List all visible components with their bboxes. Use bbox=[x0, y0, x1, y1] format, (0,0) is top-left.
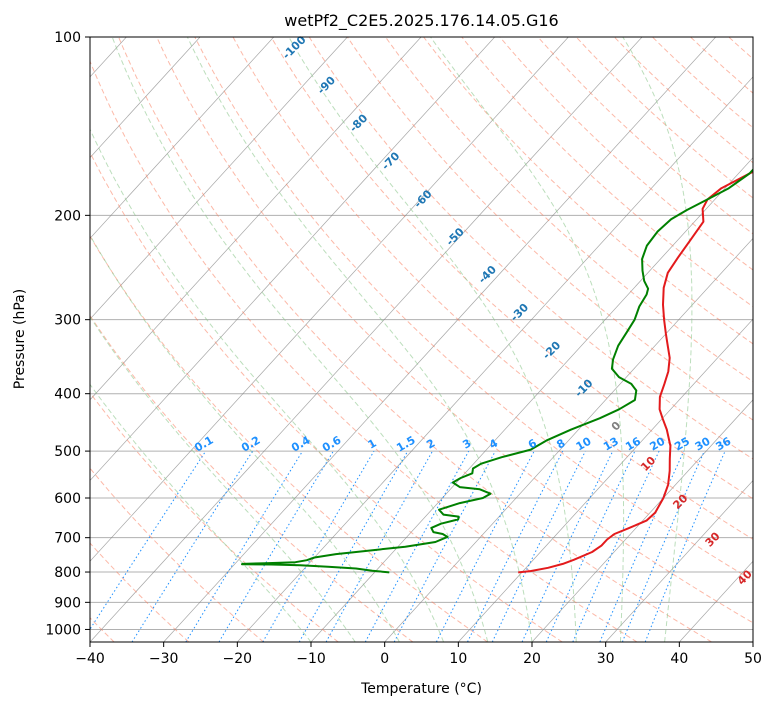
mixing-ratio-line bbox=[325, 450, 433, 642]
moist-adiabat-line bbox=[622, 37, 693, 642]
mixing-ratio-line bbox=[185, 450, 304, 642]
x-tick-label: 30 bbox=[597, 651, 615, 667]
dry-adiabat-line bbox=[90, 151, 563, 642]
dry-adiabat-line bbox=[461, 37, 753, 308]
dry-adiabat-line bbox=[194, 37, 753, 582]
isotherm-line bbox=[90, 37, 422, 401]
x-tick-label: 0 bbox=[380, 651, 389, 667]
mixing-ratio-line bbox=[131, 450, 254, 642]
mixing-ratio-line bbox=[298, 450, 409, 642]
dry-adiabat-line bbox=[232, 37, 753, 540]
x-tick-label: −40 bbox=[75, 651, 105, 667]
dry-adiabat-line bbox=[90, 467, 264, 642]
isotherm-line bbox=[90, 37, 274, 239]
x-tick-label: −10 bbox=[296, 651, 326, 667]
dry-adiabat-line bbox=[613, 37, 753, 164]
plot-frame bbox=[89, 36, 754, 643]
isotherm-line bbox=[90, 37, 201, 159]
mixing-ratio-line bbox=[572, 450, 660, 642]
dry-adiabat-line bbox=[346, 37, 753, 421]
isotherm-line bbox=[90, 37, 348, 320]
moist-adiabat-line bbox=[288, 37, 577, 642]
y-tick-label: 1000 bbox=[45, 622, 81, 638]
dry-adiabat-line bbox=[308, 37, 753, 460]
isotherm-line bbox=[531, 399, 753, 642]
dry-adiabat-line bbox=[90, 314, 414, 642]
plot-area bbox=[90, 37, 753, 642]
mixing-ratio-line bbox=[262, 450, 375, 642]
axes: −40 −30 −20 −10 0 10 20 30 40 50 100 200 300 400 500 60… bbox=[45, 30, 762, 667]
dry-adiabat-line bbox=[537, 37, 753, 235]
mixing-ratio-line bbox=[644, 450, 726, 642]
mixing-ratio-line bbox=[491, 450, 586, 642]
y-tick-label: 900 bbox=[54, 595, 81, 611]
mixing-ratio-line bbox=[521, 450, 614, 642]
moist-adiabat-line bbox=[90, 128, 445, 642]
isotherm-line bbox=[90, 37, 495, 482]
dewpoint-line bbox=[241, 168, 753, 574]
isotherm-line bbox=[163, 37, 716, 642]
dry-adiabat-line bbox=[90, 391, 339, 642]
y-tick-label: 100 bbox=[54, 30, 81, 46]
x-tick-label: 50 bbox=[744, 651, 762, 667]
isotherm-line bbox=[605, 480, 753, 642]
mixing-ratio-line bbox=[545, 450, 636, 642]
isotherm-line bbox=[384, 237, 753, 642]
temperature-line bbox=[518, 170, 753, 574]
profile-lines bbox=[241, 168, 753, 574]
moist-adiabat-line bbox=[111, 37, 489, 642]
moist-adiabat-line bbox=[430, 37, 625, 642]
y-tick-label: 200 bbox=[54, 208, 81, 224]
y-axis-label: Pressure (hPa) bbox=[12, 289, 28, 389]
x-tick-label: 10 bbox=[449, 651, 467, 667]
chart-title: wetPf2_C2E5.2025.176.14.05.G16 bbox=[284, 11, 558, 31]
dry-adiabat-line bbox=[90, 60, 638, 642]
background-lines bbox=[90, 37, 753, 642]
y-tick-label: 300 bbox=[54, 313, 81, 329]
mixing-ratio-line bbox=[621, 450, 705, 642]
x-axis-label: Temperature (°C) bbox=[360, 681, 482, 697]
y-tick-label: 700 bbox=[54, 531, 81, 547]
x-tick-label: −30 bbox=[149, 651, 179, 667]
moist-adiabat-line bbox=[90, 315, 356, 642]
moist-adiabat-line bbox=[90, 234, 400, 642]
mixing-ratio-line bbox=[364, 450, 470, 642]
dry-adiabat-line bbox=[156, 37, 753, 624]
y-tick-label: 600 bbox=[54, 491, 81, 507]
mixing-ratio-line bbox=[218, 450, 334, 642]
x-tick-label: 40 bbox=[670, 651, 688, 667]
x-tick-label: 20 bbox=[523, 651, 541, 667]
isotherm-line bbox=[90, 37, 569, 562]
isotherm-line bbox=[458, 318, 753, 642]
y-tick-label: 500 bbox=[54, 444, 81, 460]
y-tick-label: 800 bbox=[54, 565, 81, 581]
dry-adiabat-line bbox=[118, 37, 712, 642]
pressure-gridlines bbox=[90, 37, 753, 630]
x-tick-label: −20 bbox=[223, 651, 253, 667]
isotherm-line bbox=[90, 37, 643, 642]
y-tick-label: 400 bbox=[54, 387, 81, 403]
isotherm-line bbox=[237, 76, 753, 642]
moist-adiabat-line bbox=[186, 37, 533, 642]
